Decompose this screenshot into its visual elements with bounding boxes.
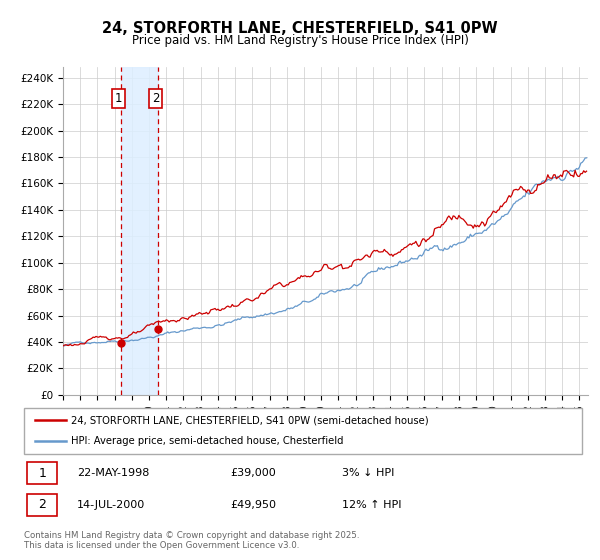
Text: Contains HM Land Registry data © Crown copyright and database right 2025.
This d: Contains HM Land Registry data © Crown c… <box>24 531 359 550</box>
Text: 24, STORFORTH LANE, CHESTERFIELD, S41 0PW: 24, STORFORTH LANE, CHESTERFIELD, S41 0P… <box>102 21 498 36</box>
Text: 3% ↓ HPI: 3% ↓ HPI <box>342 468 394 478</box>
Text: £39,000: £39,000 <box>230 468 276 478</box>
Text: HPI: Average price, semi-detached house, Chesterfield: HPI: Average price, semi-detached house,… <box>71 436 344 446</box>
Text: 22-MAY-1998: 22-MAY-1998 <box>77 468 149 478</box>
Bar <box>121 67 158 395</box>
Text: 12% ↑ HPI: 12% ↑ HPI <box>342 500 401 510</box>
Text: 14-JUL-2000: 14-JUL-2000 <box>77 500 145 510</box>
Text: 2: 2 <box>152 92 160 105</box>
Text: 1: 1 <box>38 466 46 479</box>
Bar <box>27 462 58 484</box>
Text: 24, STORFORTH LANE, CHESTERFIELD, S41 0PW (semi-detached house): 24, STORFORTH LANE, CHESTERFIELD, S41 0P… <box>71 415 429 425</box>
Text: 1: 1 <box>115 92 122 105</box>
Text: 2: 2 <box>38 498 46 511</box>
Bar <box>27 493 58 516</box>
Text: Price paid vs. HM Land Registry's House Price Index (HPI): Price paid vs. HM Land Registry's House … <box>131 34 469 46</box>
Text: £49,950: £49,950 <box>230 500 277 510</box>
